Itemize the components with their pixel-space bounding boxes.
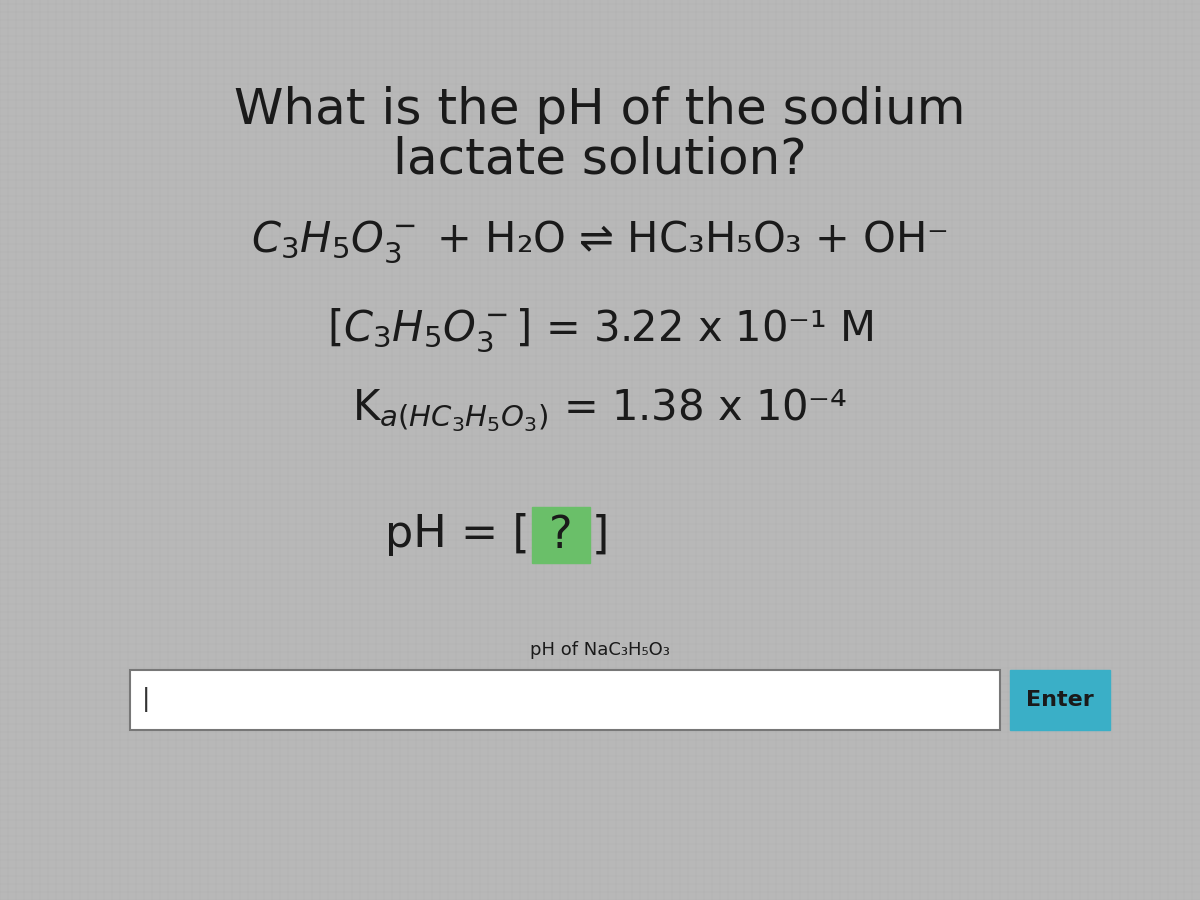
Text: |: | [142,688,150,713]
Text: $C_3H_5O_3^-$ + H₂O ⇌ HC₃H₅O₃ + OH⁻: $C_3H_5O_3^-$ + H₂O ⇌ HC₃H₅O₃ + OH⁻ [252,219,948,266]
Text: ]: ] [592,514,610,556]
Text: pH = [: pH = [ [385,514,530,556]
Text: lactate solution?: lactate solution? [394,136,806,184]
Text: Enter: Enter [1026,690,1094,710]
Text: ?: ? [550,514,572,556]
FancyBboxPatch shape [1010,670,1110,730]
Text: K$_{a(HC_3H_5O_3)}$ = 1.38 x 10⁻⁴: K$_{a(HC_3H_5O_3)}$ = 1.38 x 10⁻⁴ [353,386,847,434]
FancyBboxPatch shape [532,507,590,563]
Text: pH of NaC₃H₅O₃: pH of NaC₃H₅O₃ [530,641,670,659]
Text: $[C_3H_5O_3^-]$ = 3.22 x 10⁻¹ M: $[C_3H_5O_3^-]$ = 3.22 x 10⁻¹ M [326,306,874,354]
Text: What is the pH of the sodium: What is the pH of the sodium [234,86,966,134]
FancyBboxPatch shape [130,670,1000,730]
